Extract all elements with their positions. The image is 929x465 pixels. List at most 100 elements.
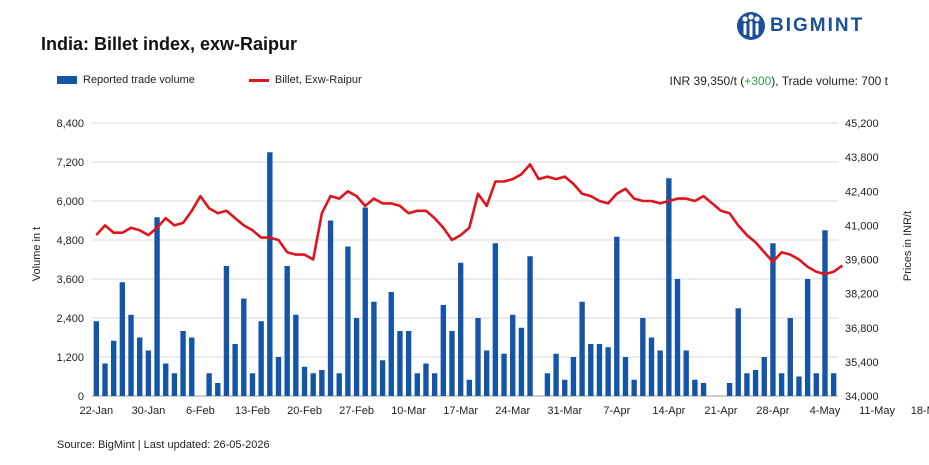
volume-bar — [275, 357, 282, 396]
x-tick-label: 10-Mar — [391, 405, 426, 417]
source-note: Source: BigMint | Last updated: 26-05-20… — [57, 439, 270, 451]
volume-bar — [206, 373, 212, 396]
legend-swatch-line — [248, 78, 269, 82]
volume-bar — [293, 314, 299, 396]
volume-bar — [700, 383, 707, 396]
right-axis-title: Prices in INR/t — [902, 211, 914, 281]
x-axis-ticks: 22-Jan 30-Jan 6-Feb 13-Feb 20-Feb 27-Feb 10-Ma… — [80, 405, 929, 417]
volume-bar — [518, 327, 525, 396]
x-tick-label: 31-Mar — [547, 405, 582, 417]
volume-bar — [457, 262, 464, 396]
x-tick-label: 30-Jan — [132, 405, 166, 417]
x-tick-label: 13-Feb — [235, 405, 270, 417]
volume-bar — [735, 308, 741, 396]
y-tick-label: 6,000 — [56, 196, 84, 208]
volume-bar — [397, 331, 403, 396]
legend-swatch-bar — [57, 76, 77, 84]
volume-bar — [544, 373, 551, 396]
volume-bar — [163, 363, 169, 396]
left-axis-ticks: 0 1,200 2,400 3,600 4,800 6,000 7,200 8,400 — [56, 118, 84, 403]
volume-bar — [362, 207, 368, 396]
x-tick-label: 24-Mar — [495, 405, 530, 417]
volume-bar — [674, 279, 681, 396]
volume-bar — [171, 373, 178, 396]
volume-bar — [180, 331, 186, 396]
y2-tick-label: 43,800 — [845, 152, 879, 164]
volume-bar — [501, 353, 507, 396]
volume-bar — [215, 383, 221, 396]
volume-bar — [241, 298, 247, 396]
price-line — [95, 163, 844, 276]
volume-bar — [657, 350, 663, 396]
volume-bar — [154, 217, 160, 396]
x-tick-label: 7-Apr — [603, 405, 630, 417]
volume-bar — [492, 243, 499, 396]
bigmint-logo: BIGMINT — [736, 9, 864, 43]
legend-label-price: Billet, Exw-Raipur — [274, 74, 362, 86]
volume-bar — [102, 363, 108, 396]
volume-bar — [562, 379, 568, 396]
y2-tick-label: 45,200 — [845, 118, 879, 130]
volume-bar — [483, 350, 490, 396]
volume-bar — [336, 373, 342, 396]
volume-bar — [414, 373, 420, 396]
legend-item-volume: Reported trade volume — [57, 74, 195, 86]
chart-title: India: Billet index, exw-Raipur — [41, 34, 298, 54]
volume-bar — [692, 379, 698, 396]
chart-legend: Reported trade volume Billet, Exw-Raipur — [57, 74, 402, 86]
logo-text: BIGMINT — [770, 15, 865, 36]
y-tick-label: 8,400 — [56, 118, 84, 130]
x-tick-label: 18-May — [911, 405, 929, 417]
volume-bar — [596, 344, 603, 396]
volume-bar — [778, 373, 785, 396]
price-summary: INR 39,350/t (+300), Trade volume: 700 t — [670, 74, 888, 88]
volume-bar — [614, 236, 620, 396]
y2-tick-label: 38,200 — [845, 289, 879, 301]
y2-tick-label: 39,600 — [845, 255, 879, 267]
x-tick-label: 28-Apr — [756, 405, 789, 417]
volume-bar — [761, 357, 767, 396]
volume-bar — [683, 350, 689, 396]
volume-bar — [830, 373, 837, 396]
volume-bar — [666, 178, 672, 396]
volume-bar — [475, 318, 481, 396]
volume-bar — [128, 314, 134, 396]
y-tick-label: 0 — [78, 391, 84, 403]
volume-bar — [388, 292, 394, 396]
volume-bar — [449, 331, 455, 396]
x-tick-label: 20-Feb — [287, 405, 322, 417]
volume-bar — [527, 256, 533, 396]
y-tick-label: 3,600 — [56, 274, 84, 286]
volume-bar — [752, 370, 759, 396]
volume-bar — [284, 266, 290, 396]
y2-tick-label: 41,000 — [845, 220, 879, 232]
volume-bar — [640, 318, 646, 396]
volume-bar — [232, 344, 238, 396]
volume-bar — [570, 357, 577, 396]
y2-tick-label: 42,400 — [845, 186, 879, 198]
volume-bar — [119, 282, 126, 396]
x-tick-label: 17-Mar — [443, 405, 478, 417]
volume-bar — [579, 301, 585, 396]
volume-bar — [301, 366, 308, 396]
volume-bar — [353, 318, 360, 396]
y-tick-label: 2,400 — [56, 313, 84, 325]
volume-bar — [93, 321, 100, 396]
volume-bar — [466, 379, 473, 396]
y-tick-label: 7,200 — [56, 157, 84, 169]
volume-bar — [770, 243, 776, 396]
volume-bar — [258, 321, 264, 396]
x-tick-label: 21-Apr — [704, 405, 737, 417]
volume-bar — [787, 318, 793, 396]
y2-tick-label: 36,800 — [845, 323, 879, 335]
volume-bar — [267, 152, 273, 396]
volume-bar — [223, 266, 230, 396]
volume-bar — [510, 314, 516, 396]
summary-prefix: INR 39,350/t ( — [669, 74, 745, 88]
volume-bar — [631, 379, 637, 396]
legend-label-volume: Reported trade volume — [83, 74, 195, 86]
right-axis-ticks: 34,000 35,400 36,800 38,200 39,600 41,000 42,4… — [845, 118, 879, 403]
volume-bar — [137, 337, 143, 396]
volume-bar — [744, 373, 750, 396]
